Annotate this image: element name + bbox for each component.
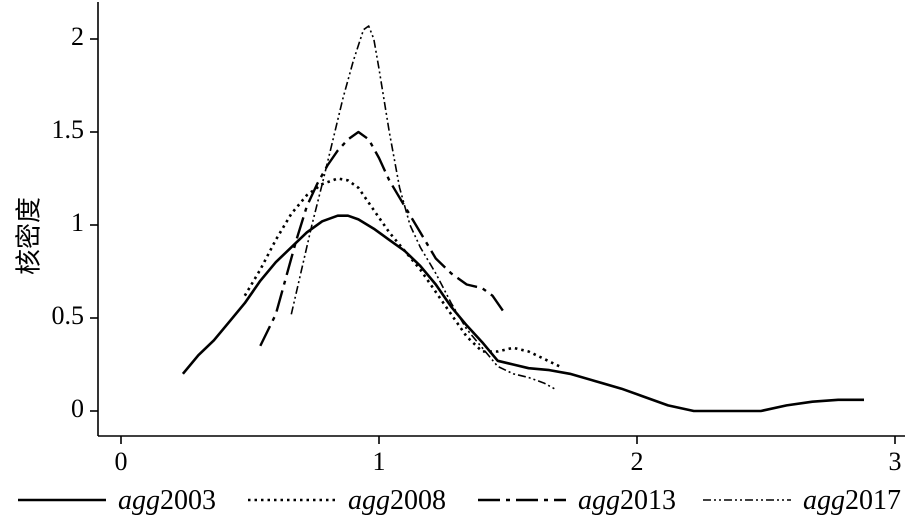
- legend-label-suffix: 2013: [620, 485, 676, 516]
- y-tick-label: 1.5: [52, 115, 85, 144]
- axes: 0 0.5 1 1.5 2 0 1 2 3: [52, 2, 905, 476]
- x-tick-label: 0: [115, 447, 128, 476]
- legend-label: agg2003: [118, 485, 216, 516]
- series-line-2013: [259, 130, 504, 347]
- legend-label-prefix: agg: [348, 485, 390, 516]
- legend-label: agg2017: [803, 485, 901, 516]
- y-tick-label: 0: [71, 394, 84, 423]
- series-line-2008: [243, 177, 561, 368]
- legend-label-suffix: 2008: [390, 485, 446, 516]
- legend-label-prefix: agg: [578, 485, 620, 516]
- legend-label-prefix: agg: [803, 485, 845, 516]
- series-layer: [181, 25, 864, 413]
- series-line-2003: [181, 214, 864, 413]
- y-tick-label: 0.5: [52, 301, 85, 330]
- legend-label-suffix: 2017: [845, 485, 901, 516]
- legend: agg2003 agg2008 agg2013 agg2017: [18, 485, 901, 516]
- series-line-2017: [290, 25, 555, 390]
- x-tick-label: 1: [373, 447, 386, 476]
- x-tick-label: 3: [889, 447, 902, 476]
- legend-item-2003: agg2003: [18, 485, 216, 516]
- legend-item-2013: agg2013: [478, 485, 676, 516]
- legend-label-suffix: 2003: [160, 485, 216, 516]
- legend-item-2017: agg2017: [703, 485, 901, 516]
- y-axis-title-group: 核密度: [15, 197, 45, 275]
- x-tick-label: 2: [631, 447, 644, 476]
- y-tick-label: 1: [71, 208, 84, 237]
- legend-label: agg2008: [348, 485, 446, 516]
- y-tick-label: 2: [71, 22, 84, 51]
- legend-item-2008: agg2008: [248, 485, 446, 516]
- legend-label: agg2013: [578, 485, 676, 516]
- legend-label-prefix: agg: [118, 485, 160, 516]
- y-axis-title: 核密度: [15, 197, 45, 275]
